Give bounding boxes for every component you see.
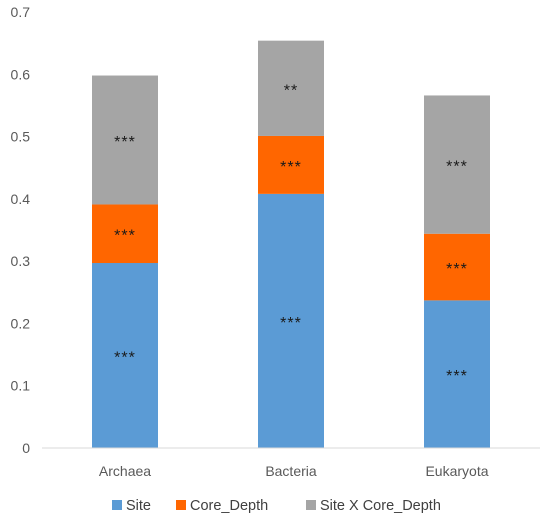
bar-segment-archaea-core-depth xyxy=(92,204,158,264)
legend-swatch xyxy=(176,500,186,510)
legend: Site Core_Depth Site X Core_Depth xyxy=(112,498,441,514)
significance-label: *** xyxy=(446,261,468,278)
y-tick-label: 0.4 xyxy=(11,191,31,207)
bar-segment-eukaryota-core-depth xyxy=(424,233,490,301)
significance-label: *** xyxy=(114,350,136,367)
y-tick-label: 0.2 xyxy=(11,315,31,331)
bar-segment-archaea-site xyxy=(92,263,158,448)
bar-segment-bacteria-site-x-core-depth xyxy=(258,40,324,136)
bar-segment-eukaryota-site-x-core-depth xyxy=(424,95,490,234)
bars-layer xyxy=(92,40,490,448)
significance-label: *** xyxy=(280,315,302,332)
x-tick-label: Archaea xyxy=(99,463,151,479)
annotation-layer: ************************** xyxy=(114,82,468,385)
significance-label: *** xyxy=(446,159,468,176)
y-tick-label: 0.6 xyxy=(11,66,31,82)
legend-label: Site xyxy=(126,498,151,514)
significance-label: *** xyxy=(114,134,136,151)
bar-segment-archaea-site-x-core-depth xyxy=(92,75,158,205)
legend-swatch xyxy=(112,500,122,510)
significance-label: *** xyxy=(280,159,302,176)
x-axis-ticks: Archaea Bacteria Eukaryota xyxy=(99,463,489,479)
y-tick-label: 0.7 xyxy=(11,4,31,20)
y-tick-label: 0.1 xyxy=(11,378,31,394)
x-tick-label: Eukaryota xyxy=(425,463,488,479)
y-axis-ticks: 0 0.1 0.2 0.3 0.4 0.5 0.6 0.7 xyxy=(11,4,31,456)
legend-label: Core_Depth xyxy=(190,498,268,514)
bar-segment-bacteria-core-depth xyxy=(258,135,324,194)
significance-label: ** xyxy=(284,82,298,99)
significance-label: *** xyxy=(114,228,136,245)
bar-segment-bacteria-site xyxy=(258,193,324,448)
legend-label: Site X Core_Depth xyxy=(320,498,441,514)
y-tick-label: 0.3 xyxy=(11,253,31,269)
y-tick-label: 0.5 xyxy=(11,129,31,145)
significance-label: *** xyxy=(446,368,468,385)
y-tick-label: 0 xyxy=(22,440,30,456)
legend-swatch xyxy=(306,500,316,510)
bar-segment-eukaryota-site xyxy=(424,300,490,448)
x-tick-label: Bacteria xyxy=(265,463,317,479)
